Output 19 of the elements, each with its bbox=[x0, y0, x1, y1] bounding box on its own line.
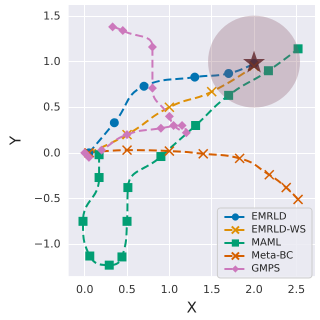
y-tick-label: −0.5 bbox=[34, 192, 61, 206]
x-tick-label: 1.0 bbox=[160, 283, 178, 296]
legend-label: Meta-BC bbox=[251, 250, 294, 262]
x-tick-label: 2.0 bbox=[245, 283, 263, 296]
y-axis-title: Y bbox=[6, 135, 24, 146]
x-tick-label: 0.0 bbox=[76, 283, 94, 296]
y-tick-label: 1.0 bbox=[43, 55, 61, 68]
y-tick-label: −1.0 bbox=[34, 238, 61, 251]
legend-label: EMRLD-WS bbox=[251, 224, 306, 236]
y-tick-label: 0.0 bbox=[43, 146, 61, 160]
x-axis-title: X bbox=[186, 298, 197, 316]
legend-label: MAML bbox=[251, 238, 282, 248]
y-tick-label: 1.5 bbox=[43, 9, 61, 22]
x-tick-label: 2.5 bbox=[288, 283, 306, 296]
x-tick-label: 1.5 bbox=[202, 283, 220, 296]
legend-label: EMRLD bbox=[251, 212, 287, 222]
y-tick-label: 0.5 bbox=[43, 100, 61, 114]
x-tick-label: 0.5 bbox=[118, 283, 136, 296]
legend-label: GMPS bbox=[251, 264, 280, 274]
